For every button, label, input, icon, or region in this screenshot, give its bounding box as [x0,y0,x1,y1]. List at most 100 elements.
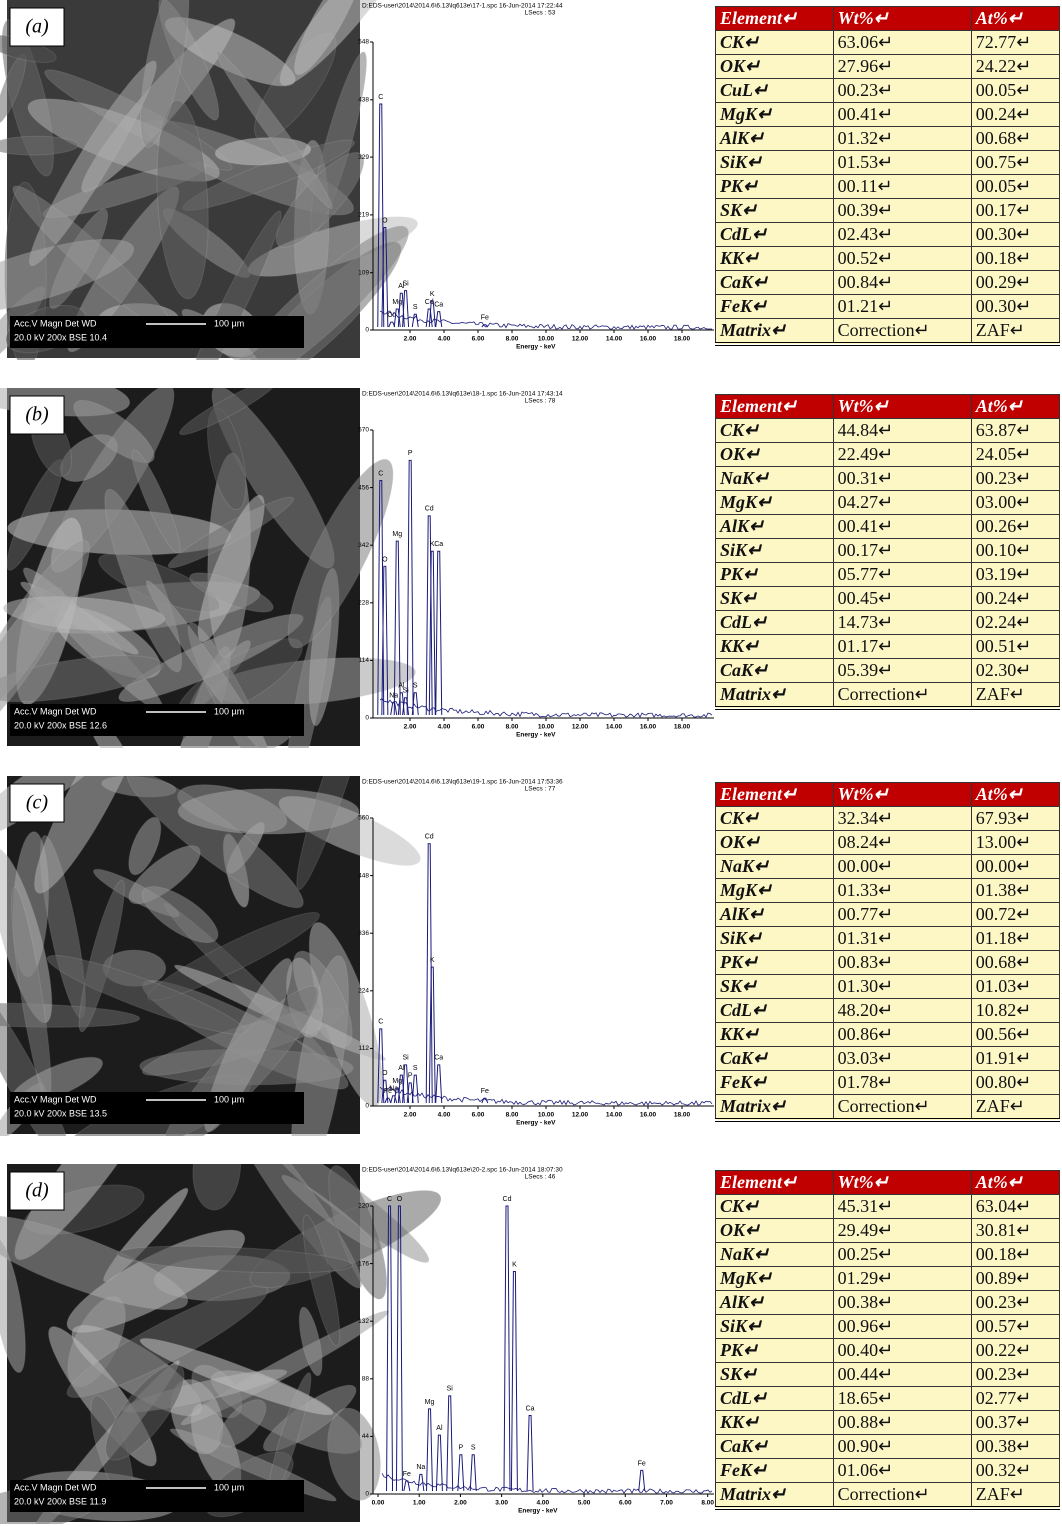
x-axis-label: Energy - keV [518,1508,558,1515]
x-tick-label: 12.00 [572,336,589,343]
table-cell: ZAF↵ [971,683,1059,709]
spectrum-peak [470,1455,476,1491]
peak-label: C [378,94,383,101]
table-cell: CaK↵ [716,1435,834,1459]
table-cell: 03.19↵ [971,563,1059,587]
table-cell: 00.89↵ [971,1267,1059,1291]
panel-label: (a) [25,16,49,38]
table-cell: 01.33↵ [833,879,971,903]
spectrum-lsecs: LSecs : 46 [525,1174,556,1181]
table-header-cell: Wt%↵ [833,395,971,419]
table-row: AlK↵00.41↵00.26↵ [716,515,1060,539]
table-cell: 05.77↵ [833,563,971,587]
table-cell: CdL↵ [716,223,834,247]
table-cell: 00.30↵ [971,223,1059,247]
peak-label: Cd [503,1196,512,1203]
table-cell: 00.23↵ [833,79,971,103]
peak-label: C [378,470,383,477]
table-header-row: Element↵Wt%↵At%↵ [716,1171,1060,1195]
sem-info-header: Acc.V Magn Det WD [14,1094,97,1104]
table-cell: 27.96↵ [833,55,971,79]
peak-label: K [512,1261,517,1268]
table-cell: 00.00↵ [833,855,971,879]
y-tick-label: 220 [358,1203,369,1210]
spectrum-file: D:EDS-user\2014\2014.6\6.13\lq613e\18-1.… [362,391,563,398]
element-table: Element↵Wt%↵At%↵CK↵32.34↵67.93↵OK↵08.24↵… [715,782,1060,1122]
table-cell: ZAF↵ [971,1483,1059,1509]
table-header-cell: Wt%↵ [833,7,971,31]
y-tick-label: 228 [358,600,369,607]
table-cell: AlK↵ [716,127,834,151]
spectrum-peak [436,312,442,327]
table-cell: Matrix↵ [716,319,834,345]
table-row: PK↵00.11↵00.05↵ [716,175,1060,199]
table-cell: 00.56↵ [971,1023,1059,1047]
table-cell: CdL↵ [716,1387,834,1411]
table-cell: 00.37↵ [971,1411,1059,1435]
x-tick-label: 1.00 [413,1500,426,1507]
x-tick-label: 2.00 [404,1112,417,1119]
table-cell: 05.39↵ [833,659,971,683]
y-tick-label: 224 [358,988,369,995]
x-tick-label: 8.00 [506,336,519,343]
table-header-cell: Wt%↵ [833,783,971,807]
x-tick-label: 8.00 [506,724,519,731]
table-row: SK↵00.39↵00.17↵ [716,199,1060,223]
sem-info-header: Acc.V Magn Det WD [14,706,97,716]
table-row: CK↵45.31↵63.04↵ [716,1195,1060,1219]
table-cell: ZAF↵ [971,1095,1059,1121]
x-tick-label: 18.00 [674,1112,691,1119]
sem-info-values: 20.0 kV 200x BSE 10.4 [14,332,107,342]
panel-graphics: Acc.V Magn Det WD20.0 kV 200x BSE 11.910… [0,1164,714,1524]
scale-label: 100 µm [214,1482,244,1492]
x-tick-label: 16.00 [640,1112,657,1119]
table-cell: AlK↵ [716,515,834,539]
table-cell: 00.83↵ [833,951,971,975]
table-cell: 00.17↵ [833,539,971,563]
table-cell: CK↵ [716,807,834,831]
table-row: CaK↵00.84↵00.29↵ [716,271,1060,295]
table-cell: Correction↵ [833,683,971,709]
x-tick-label: 6.00 [472,724,485,731]
table-cell: 00.05↵ [971,175,1059,199]
table-cell: Matrix↵ [716,1095,834,1121]
scale-label: 100 µm [214,1094,244,1104]
table-cell: 63.04↵ [971,1195,1059,1219]
peak-label: P [408,1073,413,1080]
peak-label: Fe [481,315,489,322]
table-cell: MgK↵ [716,1267,834,1291]
table-row: OK↵27.96↵24.22↵ [716,55,1060,79]
table-cell: 14.73↵ [833,611,971,635]
peak-label: Na [389,1086,398,1093]
table-cell: SiK↵ [716,539,834,563]
x-tick-label: 8.00 [506,1112,519,1119]
table-cell: 63.87↵ [971,419,1059,443]
table-row: AlK↵00.77↵00.72↵ [716,903,1060,927]
spectrum-peak [527,1415,533,1491]
table-cell: 01.29↵ [833,1267,971,1291]
table-cell: SK↵ [716,1363,834,1387]
table-header-cell: At%↵ [971,395,1059,419]
table-row: FeK↵01.78↵00.80↵ [716,1071,1060,1095]
panel: Acc.V Magn Det WD20.0 kV 200x BSE 12.610… [0,388,1062,750]
table-header-cell: Element↵ [716,395,834,419]
table-cell: 00.05↵ [971,79,1059,103]
y-tick-label: 88 [362,1376,370,1383]
table-cell: 44.84↵ [833,419,971,443]
table-row: SiK↵00.17↵00.10↵ [716,539,1060,563]
table-row: OK↵08.24↵13.00↵ [716,831,1060,855]
table-cell: 01.31↵ [833,927,971,951]
table-cell: 67.93↵ [971,807,1059,831]
x-axis-label: Energy - keV [516,1120,556,1127]
table-cell: PK↵ [716,175,834,199]
table-header-cell: At%↵ [971,783,1059,807]
table-cell: OK↵ [716,1219,834,1243]
x-tick-label: 6.00 [619,1500,632,1507]
table-cell: 00.77↵ [833,903,971,927]
table-row: FeK↵01.21↵00.30↵ [716,295,1060,319]
spectrum-file: D:EDS-user\2014\2014.6\6.13\lq613e\19-1.… [362,779,563,786]
table-cell: SK↵ [716,587,834,611]
sem-info-values: 20.0 kV 200x BSE 12.6 [14,720,107,730]
table-cell: 01.38↵ [971,879,1059,903]
table-cell: 04.27↵ [833,491,971,515]
